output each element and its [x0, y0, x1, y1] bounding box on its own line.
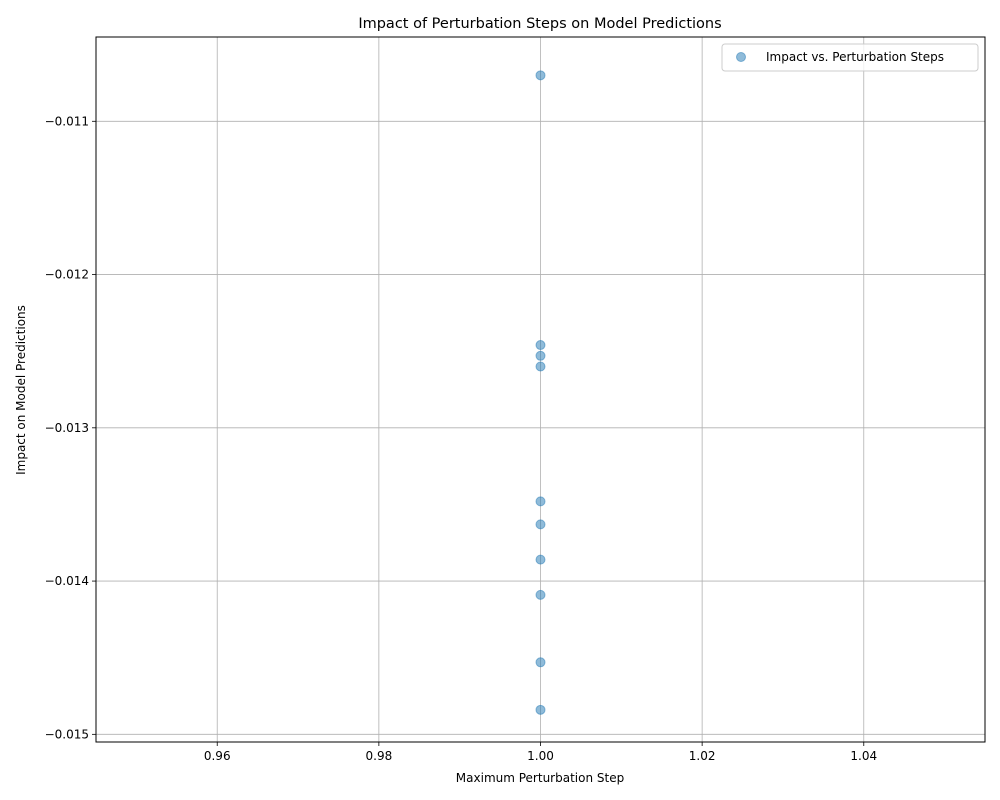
x-tick-label: 0.98 — [366, 749, 393, 763]
x-tick-label: 0.96 — [204, 749, 231, 763]
legend: Impact vs. Perturbation Steps — [721, 43, 979, 72]
grid — [96, 37, 985, 742]
y-tick-label: −0.014 — [45, 574, 89, 588]
axis-ticks: 0.96 0.98 1.00 1.02 1.04 −0.015 −0.014 −0.013 −0… — [45, 114, 878, 763]
x-axis-label: Maximum Perturbation Step — [456, 771, 624, 785]
y-axis-label: Impact on Model Predictions — [14, 305, 28, 475]
legend-box — [721, 43, 979, 72]
chart-title: Impact of Perturbation Steps on Model Pr… — [358, 16, 721, 32]
data-point — [535, 704, 546, 715]
data-point — [535, 361, 546, 372]
y-tick-label: −0.012 — [45, 268, 89, 282]
y-tick-label: −0.015 — [45, 727, 89, 741]
data-point — [535, 350, 546, 361]
y-tick-label: −0.013 — [45, 421, 89, 435]
data-point — [535, 589, 546, 600]
y-tick-label: −0.011 — [45, 114, 89, 128]
data-point — [535, 657, 546, 668]
data-point — [535, 340, 546, 351]
x-tick-label: 1.04 — [850, 749, 877, 763]
data-point — [535, 554, 546, 565]
x-tick-label: 1.00 — [527, 749, 554, 763]
data-point — [535, 496, 546, 507]
data-point — [535, 70, 546, 81]
data-points — [535, 70, 546, 715]
data-point — [535, 519, 546, 530]
legend-marker — [736, 52, 746, 62]
legend-label: Impact vs. Perturbation Steps — [766, 50, 944, 64]
x-tick-label: 1.02 — [689, 749, 716, 763]
